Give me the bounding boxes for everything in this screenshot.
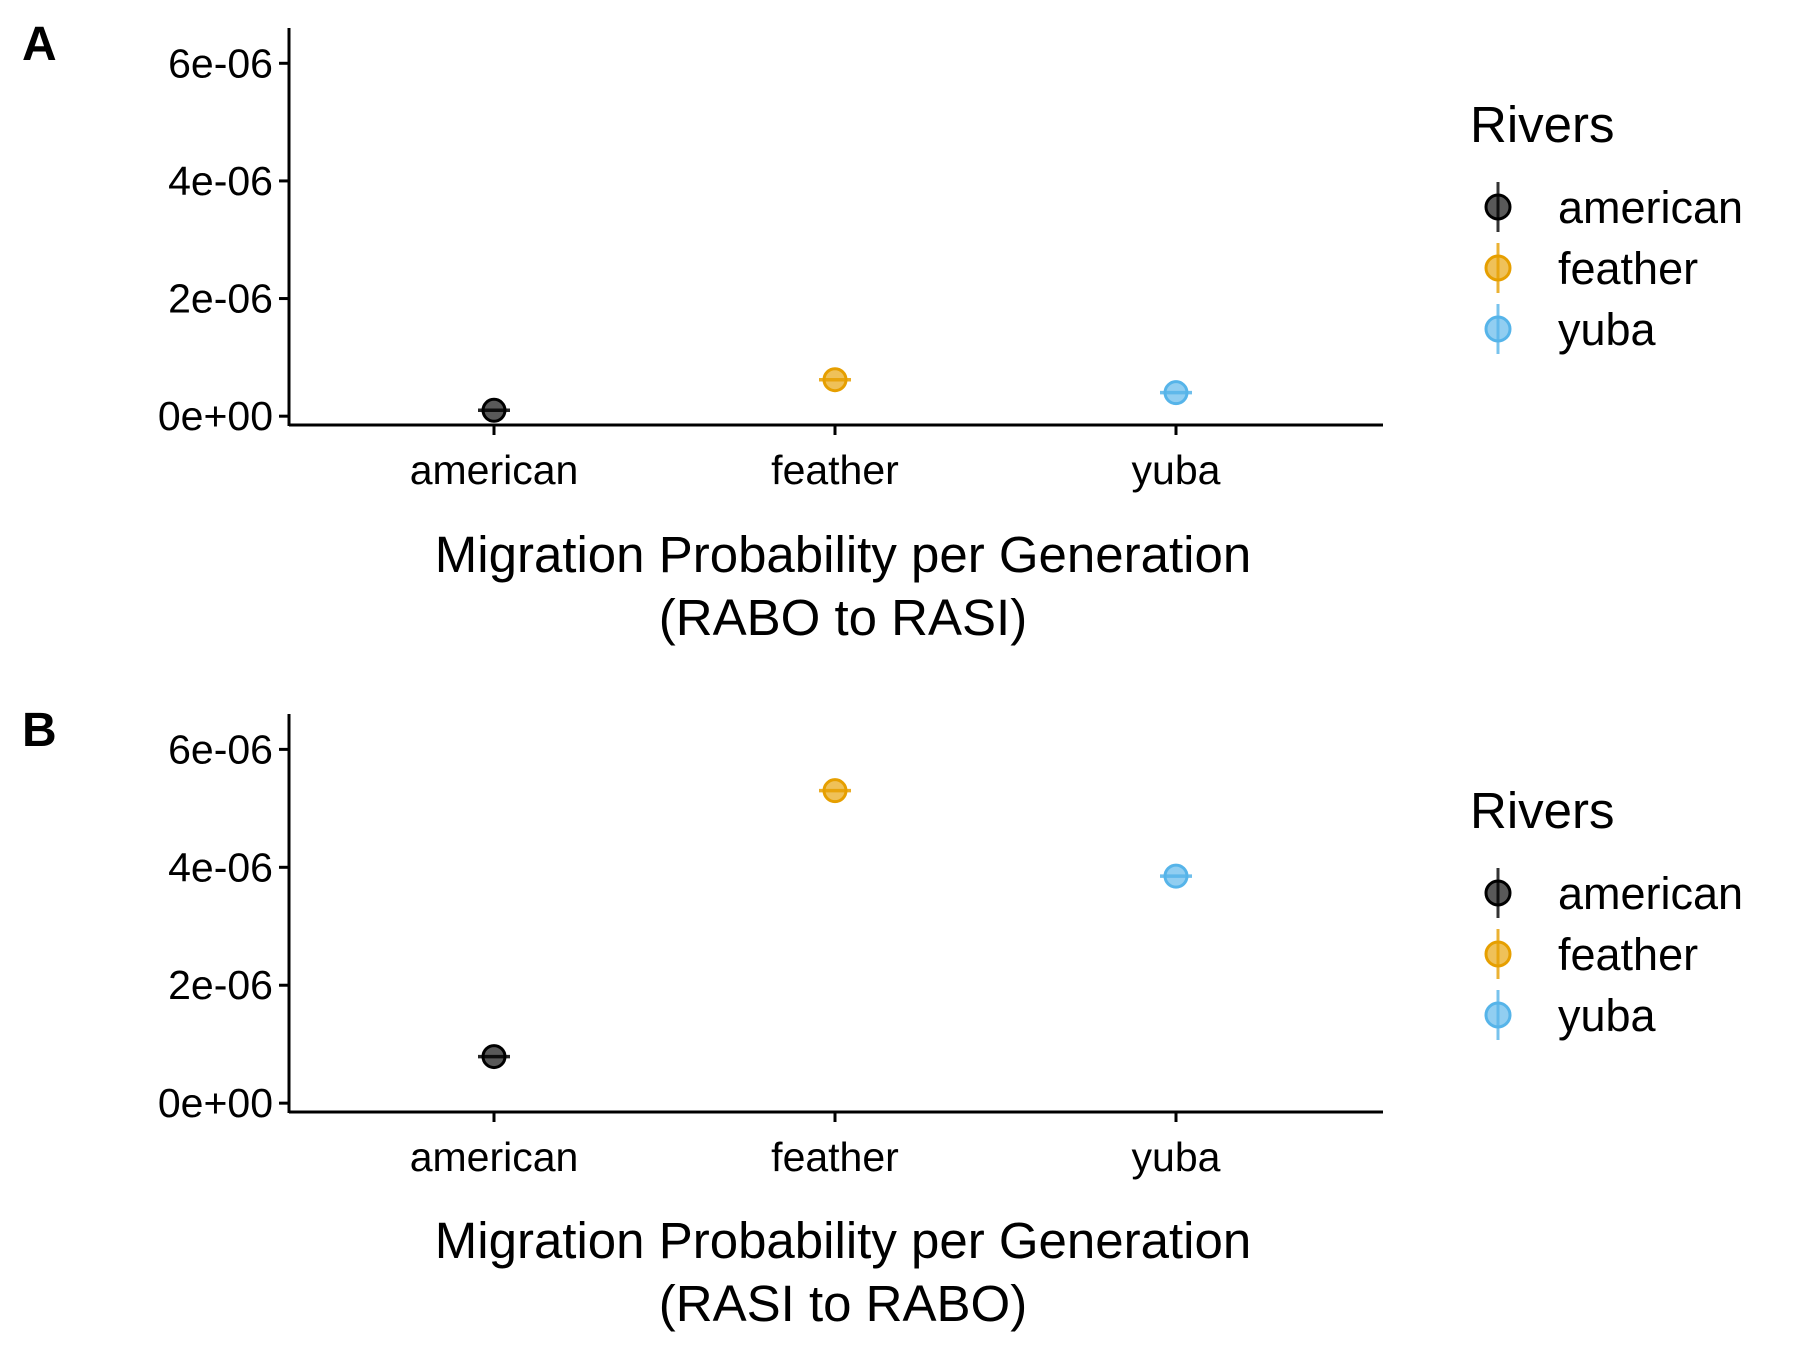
data-points — [478, 367, 1192, 423]
panel-label: B — [22, 704, 57, 757]
data-point-yuba — [1160, 380, 1192, 406]
data-points — [478, 778, 1192, 1070]
y-tick-label: 2e-06 — [168, 962, 273, 1008]
x-tick-label: feather — [771, 447, 899, 493]
legend-title: Rivers — [1470, 782, 1615, 839]
legend-title: Rivers — [1470, 96, 1615, 153]
x-axis-title-line2: (RASI to RABO) — [659, 1275, 1027, 1332]
panel-b: B 0e+00 2e-06 4e-06 6e-06 american feather yu… — [22, 704, 1743, 1332]
x-ticks: american feather yuba — [410, 1112, 1221, 1180]
data-point-yuba — [1160, 863, 1192, 889]
legend-label-feather: feather — [1558, 929, 1698, 980]
legend: Rivers american feather yuba — [1470, 782, 1743, 1041]
legend-label-american: american — [1558, 868, 1743, 919]
legend-key-american — [1484, 182, 1512, 232]
x-tick-label: american — [410, 447, 579, 493]
x-tick-label: american — [410, 1134, 579, 1180]
data-point-american — [478, 397, 510, 423]
legend-label-yuba: yuba — [1558, 990, 1657, 1041]
x-axis-title: Migration Probability per Generation — [435, 526, 1251, 583]
y-ticks: 0e+00 2e-06 4e-06 6e-06 — [158, 726, 289, 1126]
legend-key-american — [1484, 868, 1512, 918]
y-tick-label: 6e-06 — [168, 40, 273, 86]
legend-label-yuba: yuba — [1558, 304, 1657, 355]
legend-label-feather: feather — [1558, 243, 1698, 294]
x-tick-label: yuba — [1132, 1134, 1221, 1180]
x-ticks: american feather yuba — [410, 425, 1221, 493]
x-tick-label: feather — [771, 1134, 899, 1180]
y-tick-label: 0e+00 — [158, 1080, 273, 1126]
y-tick-label: 0e+00 — [158, 393, 273, 439]
y-ticks: 0e+00 2e-06 4e-06 6e-06 — [158, 40, 289, 439]
legend-key-yuba — [1484, 304, 1512, 354]
legend-key-feather — [1484, 929, 1512, 979]
y-tick-label: 4e-06 — [168, 844, 273, 890]
y-tick-label: 2e-06 — [168, 276, 273, 322]
legend-key-yuba — [1484, 990, 1512, 1040]
data-point-feather — [819, 367, 851, 393]
y-tick-label: 6e-06 — [168, 726, 273, 772]
y-tick-label: 4e-06 — [168, 158, 273, 204]
x-tick-label: yuba — [1132, 447, 1221, 493]
x-axis-title-line2: (RABO to RASI) — [659, 589, 1027, 646]
x-axis-title: Migration Probability per Generation — [435, 1212, 1251, 1269]
panel-a: A 0e+00 2e-06 4e-06 6e-06 american feather yu… — [22, 18, 1743, 646]
data-point-feather — [819, 778, 851, 804]
legend-key-feather — [1484, 243, 1512, 293]
legend: Rivers american feather yuba — [1470, 96, 1743, 355]
legend-label-american: american — [1558, 182, 1743, 233]
panel-label: A — [22, 18, 57, 71]
data-point-american — [478, 1044, 510, 1070]
